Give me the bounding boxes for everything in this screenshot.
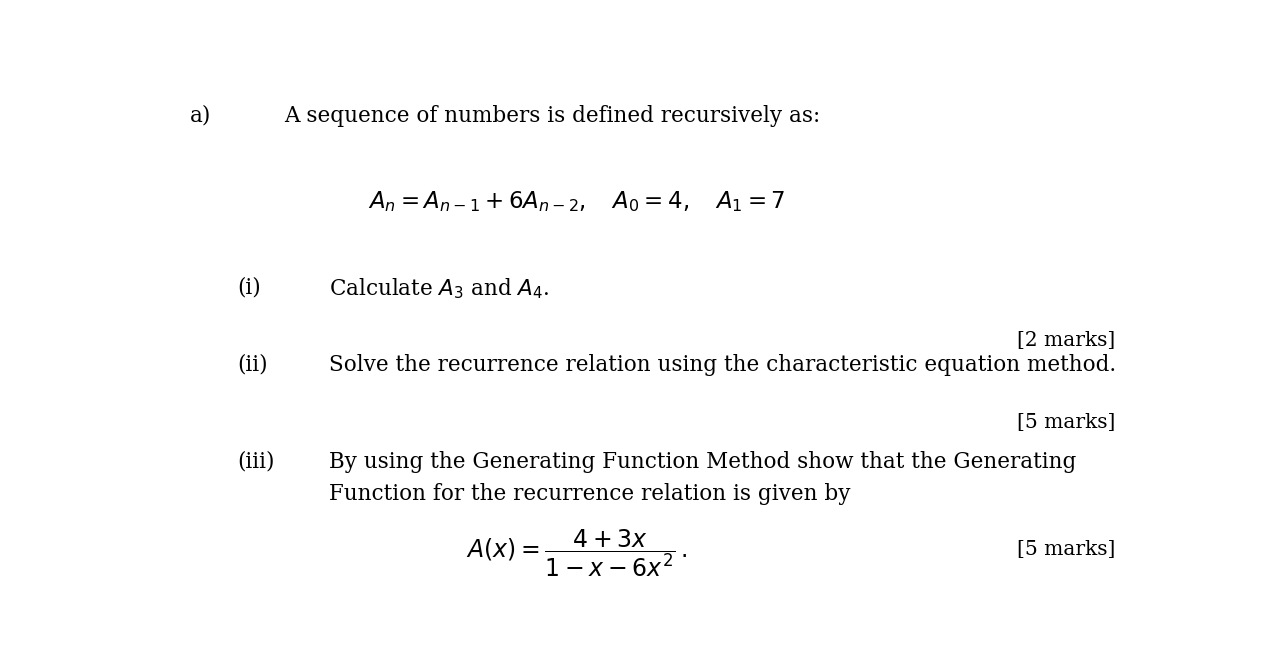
- Text: A sequence of numbers is defined recursively as:: A sequence of numbers is defined recursi…: [284, 105, 820, 127]
- Text: a): a): [189, 105, 211, 127]
- Text: [5 marks]: [5 marks]: [1016, 540, 1115, 559]
- Text: $A(x) = \dfrac{4+3x}{1-x-6x^2}\,.$: $A(x) = \dfrac{4+3x}{1-x-6x^2}\,.$: [466, 528, 687, 579]
- Text: $A_n = A_{n-1} +6A_{n-2}, \quad A_0 = 4, \quad A_1 = 7$: $A_n = A_{n-1} +6A_{n-2}, \quad A_0 = 4,…: [367, 189, 786, 214]
- Text: Calculate $A_3$ and $A_4$.: Calculate $A_3$ and $A_4$.: [329, 276, 549, 301]
- Text: (i): (i): [237, 276, 261, 298]
- Text: [5 marks]: [5 marks]: [1016, 413, 1115, 432]
- Text: (iii): (iii): [237, 451, 275, 473]
- Text: (ii): (ii): [237, 353, 268, 375]
- Text: [2 marks]: [2 marks]: [1018, 331, 1115, 350]
- Text: Function for the recurrence relation is given by: Function for the recurrence relation is …: [329, 483, 850, 505]
- Text: By using the Generating Function Method show that the Generating: By using the Generating Function Method …: [329, 451, 1076, 473]
- Text: Solve the recurrence relation using the characteristic equation method.: Solve the recurrence relation using the …: [329, 353, 1116, 375]
